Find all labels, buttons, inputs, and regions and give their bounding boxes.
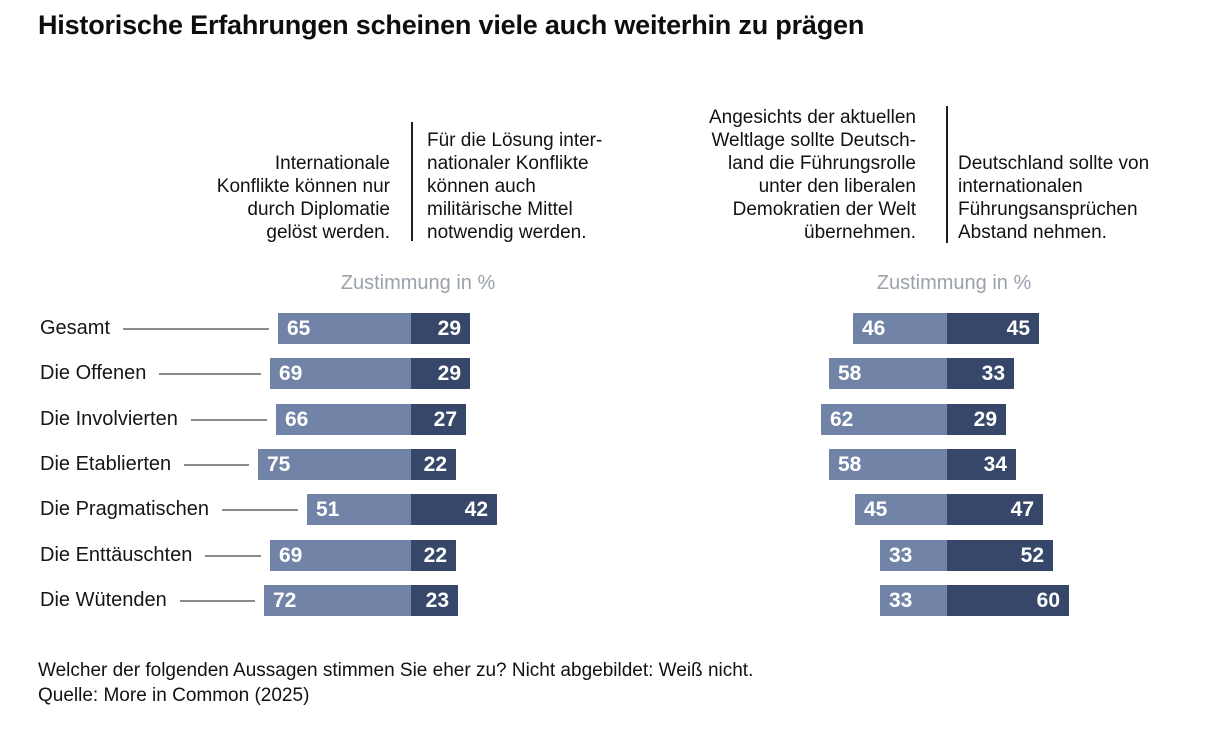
bar-segment-light: 45	[855, 494, 947, 525]
footer-question: Welcher der folgenden Aussagen stimmen S…	[38, 660, 754, 681]
row-label: Die Offenen	[40, 362, 147, 384]
axis-caption-left: Zustimmung in %	[340, 272, 496, 294]
chart-row: Die Etablierten 75 22 58 34	[0, 449, 1230, 480]
bar-segment-light: 58	[829, 358, 947, 389]
bar-value: 45	[1006, 317, 1030, 340]
bar-value: 22	[423, 453, 447, 476]
bar-segment-dark: 29	[947, 404, 1006, 435]
statement-restraint: Deutschland sollte von internationalen F…	[958, 153, 1150, 243]
bar-segment-light: 69	[270, 540, 411, 571]
bar-value: 62	[830, 408, 854, 431]
bar-value: 69	[279, 544, 303, 567]
label-connector-line	[159, 373, 261, 375]
bar-value: 75	[267, 453, 291, 476]
bar-segment-light: 58	[829, 449, 947, 480]
bar-value: 47	[1010, 498, 1034, 521]
bar-segment-light: 33	[880, 585, 947, 616]
bar-value: 29	[437, 317, 461, 340]
bar-value: 33	[981, 362, 1005, 385]
row-label: Gesamt	[40, 317, 111, 339]
bar-value: 33	[889, 544, 913, 567]
bar-segment-light: 72	[264, 585, 411, 616]
footer-source: Quelle: More in Common (2025)	[38, 685, 310, 706]
bar-segment-dark: 23	[411, 585, 458, 616]
chart-title: Historische Erfahrungen scheinen viele a…	[38, 10, 865, 40]
bar-value: 65	[287, 317, 311, 340]
bar-value: 58	[838, 453, 862, 476]
row-label: Die Involvierten	[40, 408, 178, 430]
label-connector-line	[222, 509, 298, 511]
label-connector-line	[184, 464, 249, 466]
label-connector-line	[123, 328, 269, 330]
bar-segment-dark: 52	[947, 540, 1053, 571]
label-connector-line	[180, 600, 255, 602]
bar-value: 52	[1020, 544, 1044, 567]
chart-row: Gesamt 65 29 46 45	[0, 313, 1230, 344]
bar-segment-dark: 27	[411, 404, 466, 435]
chart-row: Die Involvierten 66 27 62 29	[0, 404, 1230, 435]
bar-segment-light: 69	[270, 358, 411, 389]
bar-segment-light: 33	[880, 540, 947, 571]
chart-row: Die Pragmatischen 51 42 45 47	[0, 494, 1230, 525]
bar-segment-dark: 33	[947, 358, 1014, 389]
row-label: Die Enttäuschten	[40, 544, 193, 566]
bar-segment-dark: 47	[947, 494, 1043, 525]
bar-value: 60	[1036, 589, 1060, 612]
bar-segment-light: 66	[276, 404, 411, 435]
bar-value: 66	[285, 408, 309, 431]
bar-value: 29	[973, 408, 997, 431]
bar-value: 45	[864, 498, 888, 521]
bar-value: 23	[425, 589, 449, 612]
bar-value: 69	[279, 362, 303, 385]
statement-divider-left	[411, 122, 413, 241]
chart-row: Die Enttäuschten 69 22 33 52	[0, 540, 1230, 571]
row-label: Die Wütenden	[40, 589, 167, 611]
bar-value: 58	[838, 362, 862, 385]
label-connector-line	[205, 555, 261, 557]
bar-value: 72	[273, 589, 297, 612]
bar-segment-light: 62	[821, 404, 947, 435]
bar-segment-light: 75	[258, 449, 411, 480]
chart-row: Die Offenen 69 29 58 33	[0, 358, 1230, 389]
bar-segment-dark: 60	[947, 585, 1069, 616]
bar-value: 42	[464, 498, 488, 521]
bar-segment-dark: 29	[411, 313, 470, 344]
chart-row: Die Wütenden 72 23 33 60	[0, 585, 1230, 616]
bar-segment-light: 65	[278, 313, 411, 344]
bar-value: 33	[889, 589, 913, 612]
statement-divider-right	[946, 106, 948, 243]
bar-segment-dark: 34	[947, 449, 1016, 480]
axis-caption-right: Zustimmung in %	[876, 272, 1032, 294]
bar-segment-light: 46	[853, 313, 947, 344]
row-label: Die Pragmatischen	[40, 498, 209, 520]
bar-segment-dark: 29	[411, 358, 470, 389]
bar-segment-dark: 22	[411, 449, 456, 480]
bar-value: 46	[862, 317, 886, 340]
row-label: Die Etablierten	[40, 453, 172, 475]
bar-segment-dark: 22	[411, 540, 456, 571]
chart-footer: Welcher der folgenden Aussagen stimmen S…	[38, 658, 753, 708]
label-connector-line	[191, 419, 267, 421]
bar-segment-light: 51	[307, 494, 411, 525]
bar-value: 51	[316, 498, 340, 521]
bar-value: 27	[433, 408, 457, 431]
bar-value: 29	[437, 362, 461, 385]
statement-leadership: Angesichts der aktuellen Weltlage sollte…	[708, 107, 916, 243]
bar-segment-dark: 42	[411, 494, 497, 525]
bar-value: 34	[983, 453, 1007, 476]
bar-value: 22	[423, 544, 447, 567]
bar-segment-dark: 45	[947, 313, 1039, 344]
statement-military: Für die Lösung inter- nationaler Konflik…	[427, 130, 603, 243]
statement-diplomacy: Internationale Konflikte können nur durc…	[216, 153, 390, 243]
